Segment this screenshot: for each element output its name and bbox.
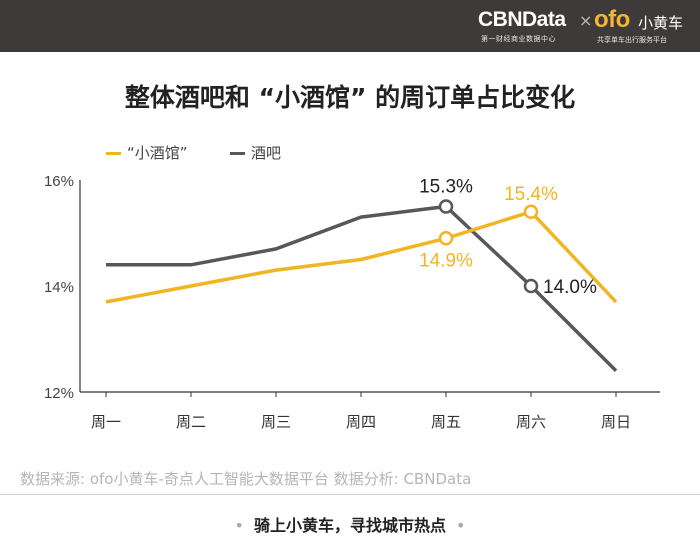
brand-logos: CBNData 第一财经商业数据中心 × ofo 小黄车 共享单车出行服务平台 (478, 6, 688, 46)
legend-label-jiuba: 酒吧 (251, 144, 282, 162)
data-label: 14.0% (543, 277, 597, 298)
ofo-logo: ofo (594, 6, 630, 33)
cbndata-logo: CBNData (478, 8, 566, 31)
chart-title: 整体酒吧和 “小酒馆” 的周订单占比变化 (124, 83, 576, 112)
slogan-dot-left: • (234, 516, 244, 535)
legend-item-jiuba: 酒吧 (230, 142, 281, 163)
brand-separator: × (579, 11, 593, 30)
ofo-logo-cn: 小黄车 (638, 14, 684, 32)
legend-item-xiaojiuguan: “小酒馆” (106, 142, 188, 163)
y-tick-label: 14% (44, 279, 74, 296)
x-tick-label: 周日 (601, 413, 631, 431)
y-tick-label: 12% (44, 385, 74, 402)
data-label: 15.3% (419, 177, 473, 198)
data-point-marker (523, 204, 539, 220)
data-label: 14.9% (419, 250, 473, 271)
legend-swatch-jiuba (230, 152, 245, 155)
footer-slogan: • 骑上小黄车，寻找城市热点 • (0, 512, 700, 536)
x-tick-label: 周二 (176, 413, 206, 431)
data-point-marker (438, 199, 454, 214)
y-tick-label: 16% (44, 173, 74, 190)
data-point-marker (523, 278, 539, 294)
x-tick-label: 周四 (346, 413, 376, 431)
data-label: 15.4% (504, 184, 558, 205)
cbndata-subtitle: 第一财经商业数据中心 (481, 35, 556, 43)
x-tick-label: 周五 (431, 413, 461, 431)
data-point-marker (438, 231, 454, 246)
x-tick-label: 周一 (91, 413, 121, 431)
legend-swatch-xiaojiuguan (106, 152, 121, 155)
x-tick-label: 周三 (261, 413, 291, 431)
header-bar: CBNData 第一财经商业数据中心 × ofo 小黄车 共享单车出行服务平台 (0, 0, 700, 52)
legend-label-xiaojiuguan: “小酒馆” (127, 144, 188, 162)
ofo-subtitle: 共享单车出行服务平台 (597, 36, 667, 44)
slogan-dot-right: • (456, 516, 466, 535)
x-tick-label: 周六 (516, 413, 546, 431)
footer-divider (0, 494, 700, 495)
data-source-note: 数据来源: ofo小黄车-奇点人工智能大数据平台 数据分析: CBNData (20, 470, 472, 488)
slogan-text: 骑上小黄车，寻找城市热点 (253, 516, 446, 535)
series-line-0 (105, 209, 618, 304)
